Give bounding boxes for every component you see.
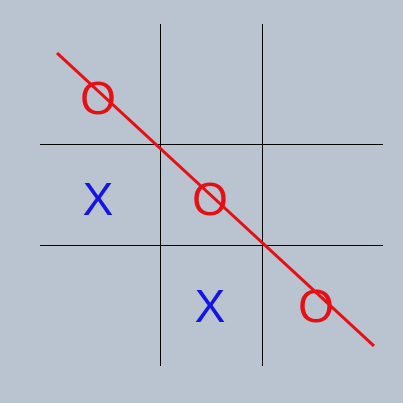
grid-line-vertical-2 <box>262 24 263 366</box>
cell-0-1[interactable] <box>159 47 261 148</box>
cell-1-0[interactable]: X <box>82 172 114 225</box>
cell-0-0[interactable]: O <box>80 71 116 124</box>
cell-2-0[interactable] <box>47 255 149 356</box>
cell-1-2[interactable] <box>265 148 367 249</box>
cell-1-1[interactable]: O <box>192 172 228 225</box>
cell-2-2[interactable]: O <box>298 279 334 332</box>
cell-0-2[interactable] <box>265 47 367 148</box>
cell-2-1[interactable]: X <box>194 279 226 332</box>
